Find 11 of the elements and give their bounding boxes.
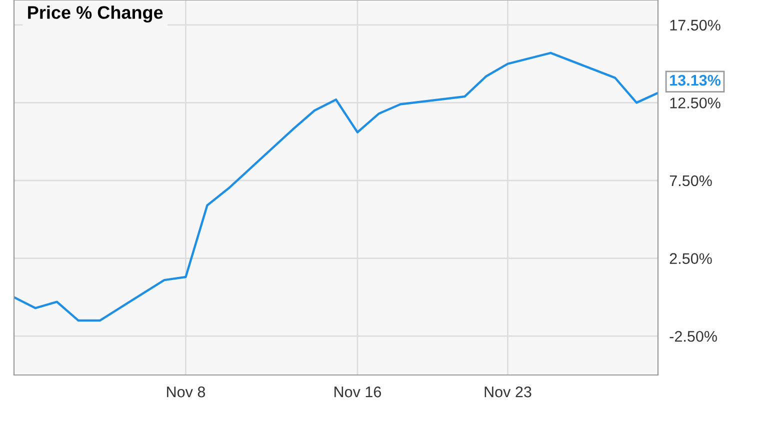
line-series	[14, 52, 658, 322]
x-tick-label: Nov 8	[167, 386, 206, 398]
annotation: 13.13%	[670, 74, 721, 86]
y-tick-label: 12.50%	[670, 98, 720, 108]
x-tick-label: Nov 23	[484, 386, 532, 398]
y-tick-label: 7.50%	[670, 175, 712, 186]
y-tick-label: 2.50%	[670, 253, 712, 264]
y-tick-label: 17.50%	[670, 20, 720, 31]
y-tick-label: -2.50%	[670, 330, 717, 342]
chart-title: Price % Change	[28, 6, 163, 23]
x-tick-label: Nov 16	[334, 386, 381, 398]
